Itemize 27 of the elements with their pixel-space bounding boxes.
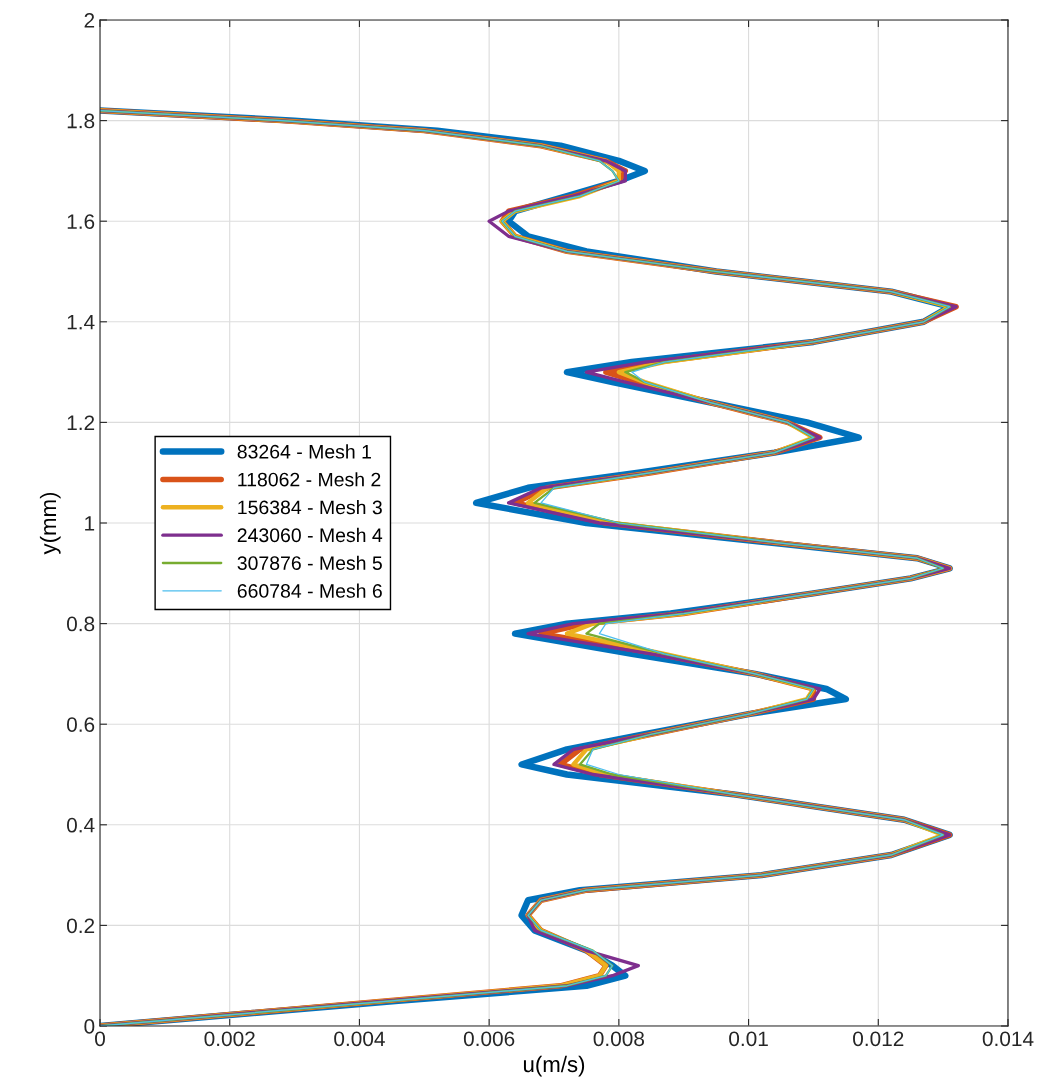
y-axis-title: y(mm) (39, 492, 61, 555)
x-tick-label: 0.012 (853, 1031, 904, 1047)
y-tick-label: 0.8 (66, 616, 95, 632)
x-tick-label: 0.008 (593, 1031, 645, 1047)
legend-label: 156384 - Mesh 3 (238, 500, 382, 515)
x-axis-title: u(m/s) (523, 1055, 585, 1077)
y-tick-label: 0.2 (66, 918, 95, 934)
y-tick-label: 1 (85, 516, 95, 531)
x-tick-label: 0.004 (334, 1031, 385, 1047)
legend-label: 83264 - Mesh 1 (237, 444, 371, 459)
x-tick-label: 0.014 (982, 1031, 1034, 1047)
legend-label: 243060 - Mesh 4 (237, 527, 383, 543)
y-tick-label: 2 (84, 13, 95, 28)
legend-label: 118062 - Mesh 2 (238, 472, 381, 487)
y-tick-label: 1.2 (67, 415, 95, 430)
legend-label: 307876 - Mesh 5 (237, 555, 382, 570)
y-tick-label: 1.8 (67, 113, 95, 129)
legend-label: 660784 - Mesh 6 (237, 583, 382, 598)
y-tick-label: 0.4 (66, 817, 95, 833)
y-tick-label: 0 (84, 1019, 95, 1034)
y-tick-label: 0.6 (66, 717, 95, 732)
x-tick-label: 0 (95, 1031, 105, 1047)
y-tick-label: 1.4 (67, 315, 95, 330)
x-tick-label: 0.002 (204, 1031, 255, 1047)
y-tick-label: 1.6 (67, 214, 95, 229)
x-tick-label: 0.01 (729, 1031, 768, 1047)
x-tick-label: 0.006 (463, 1031, 515, 1047)
